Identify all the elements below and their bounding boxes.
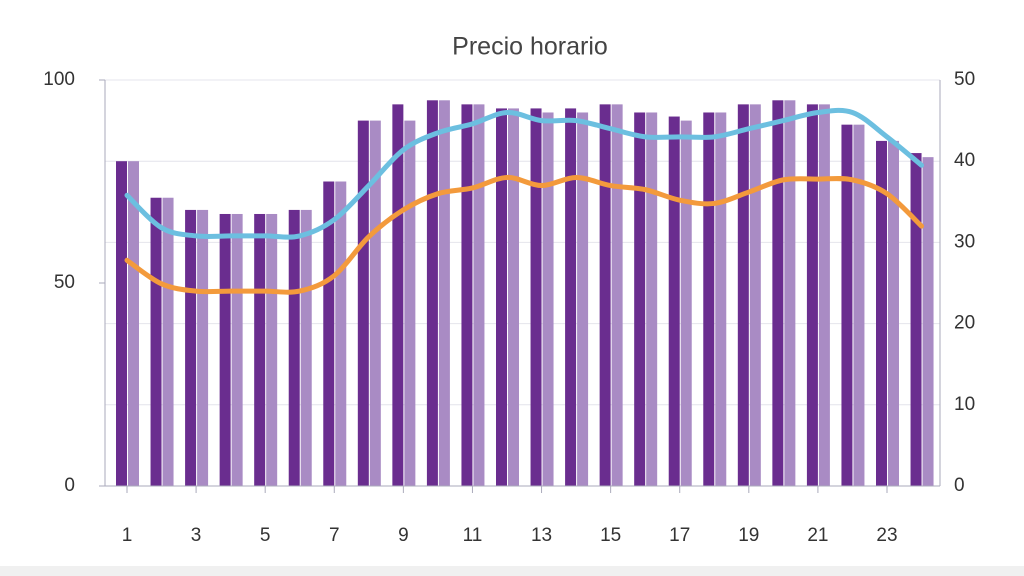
bar	[335, 181, 347, 486]
x-tick-label: 3	[191, 525, 202, 546]
line	[124, 107, 925, 240]
x-tick-label: 23	[876, 525, 897, 546]
x-tick-label: 7	[329, 525, 340, 546]
x-tick-label: 11	[463, 525, 483, 546]
bar	[426, 100, 438, 487]
bar	[599, 104, 611, 487]
bar	[461, 104, 473, 487]
bar	[680, 120, 692, 486]
x-tick-label: 21	[807, 525, 828, 546]
bar	[197, 209, 209, 487]
bar	[876, 140, 887, 486]
bar	[266, 213, 278, 487]
bar	[288, 209, 300, 487]
bar	[841, 124, 853, 486]
x-tick-label: 5	[260, 525, 271, 546]
bar	[737, 104, 749, 487]
bar	[496, 108, 507, 487]
bar	[668, 116, 680, 486]
y-tick-label: 0	[64, 475, 75, 496]
bar	[922, 157, 934, 486]
x-tick-label: 15	[600, 525, 621, 546]
bar	[749, 104, 761, 487]
bar	[646, 112, 658, 486]
y2-tick-label: 40	[954, 150, 975, 171]
bar	[703, 112, 715, 486]
bar	[853, 124, 865, 486]
bar	[577, 112, 589, 486]
bar	[128, 161, 139, 486]
bar	[323, 181, 335, 486]
y-tick-label: 100	[43, 69, 75, 90]
bar	[473, 104, 485, 487]
bar	[784, 100, 796, 487]
bottom-strip	[0, 566, 1024, 576]
bar	[300, 209, 312, 487]
bar	[530, 108, 542, 487]
line	[124, 174, 925, 295]
bar	[219, 213, 231, 487]
y-tick-label: 50	[54, 272, 75, 293]
bar	[888, 140, 899, 486]
x-tick-label: 1	[122, 525, 133, 546]
bar	[254, 213, 266, 487]
x-tick-label: 13	[531, 525, 552, 546]
y2-tick-label: 10	[954, 394, 975, 415]
bar	[611, 104, 623, 487]
bar	[910, 153, 922, 486]
bar	[150, 197, 162, 487]
bar	[231, 213, 243, 487]
y2-tick-label: 0	[954, 475, 965, 496]
bar	[438, 100, 450, 487]
bar	[565, 108, 577, 487]
y2-tick-label: 30	[954, 231, 975, 252]
bar	[634, 112, 646, 486]
x-tick-label: 19	[738, 525, 759, 546]
bar	[392, 104, 404, 487]
x-tick-label: 9	[398, 525, 409, 546]
bar	[162, 197, 174, 487]
bar	[369, 120, 381, 486]
bar	[542, 112, 554, 486]
bar	[715, 112, 727, 486]
y2-tick-label: 50	[954, 69, 975, 90]
bar	[806, 104, 818, 487]
bar	[772, 100, 784, 487]
x-tick-label: 17	[669, 525, 690, 546]
bar	[185, 209, 197, 487]
bar	[818, 104, 830, 487]
y2-tick-label: 20	[954, 313, 975, 334]
bar	[357, 120, 369, 486]
bar	[404, 120, 416, 486]
bar	[508, 108, 519, 487]
bar	[116, 161, 127, 486]
chart-title: Precio horario	[452, 33, 608, 61]
